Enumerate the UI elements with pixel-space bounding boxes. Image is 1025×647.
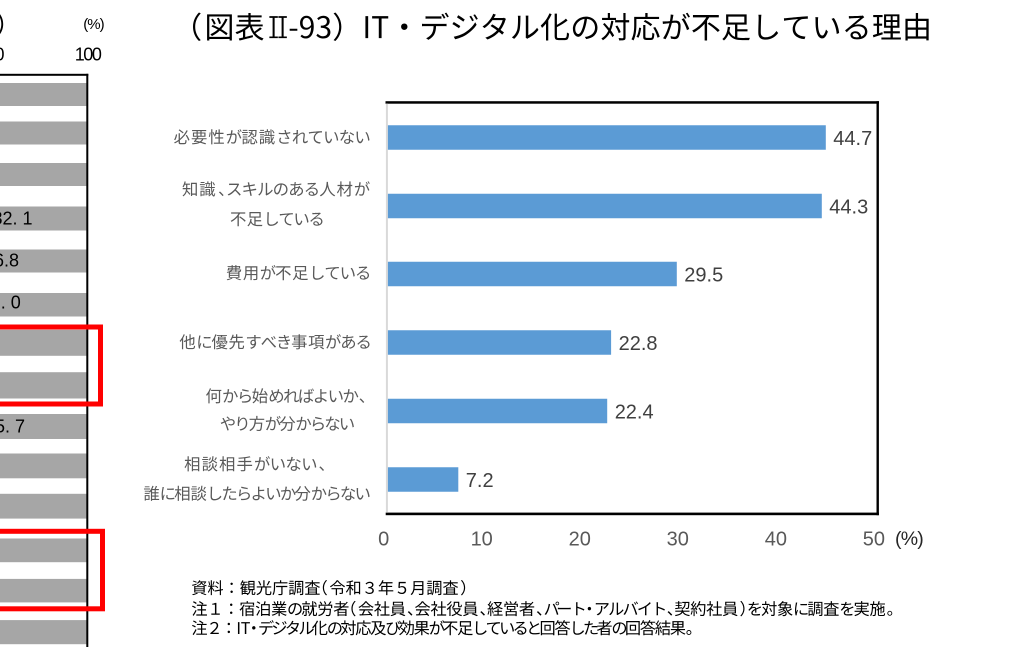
svg-text:100: 100 [75,44,102,64]
svg-text:6.8: 6.8 [0,251,19,271]
svg-text:22.4: 22.4 [615,401,654,423]
svg-text:(%): (%) [895,528,923,550]
svg-text:29.5: 29.5 [684,264,723,286]
svg-text:44.3: 44.3 [829,196,868,218]
svg-text:44.7: 44.7 [833,128,872,150]
svg-text:40: 40 [765,528,787,550]
svg-text:32. 1: 32. 1 [0,209,33,229]
svg-text:. 0: . 0 [1,293,21,313]
svg-text:0: 0 [0,44,5,64]
svg-text:(%): (%) [83,16,104,33]
svg-text:22.8: 22.8 [619,333,658,355]
svg-text:10: 10 [471,528,493,550]
svg-text:5. 7: 5. 7 [0,417,25,437]
svg-text:20: 20 [569,528,591,550]
svg-text:7.2: 7.2 [466,470,494,492]
svg-text:0: 0 [378,528,389,550]
svg-text:30: 30 [667,528,689,550]
svg-text:50: 50 [863,528,885,550]
